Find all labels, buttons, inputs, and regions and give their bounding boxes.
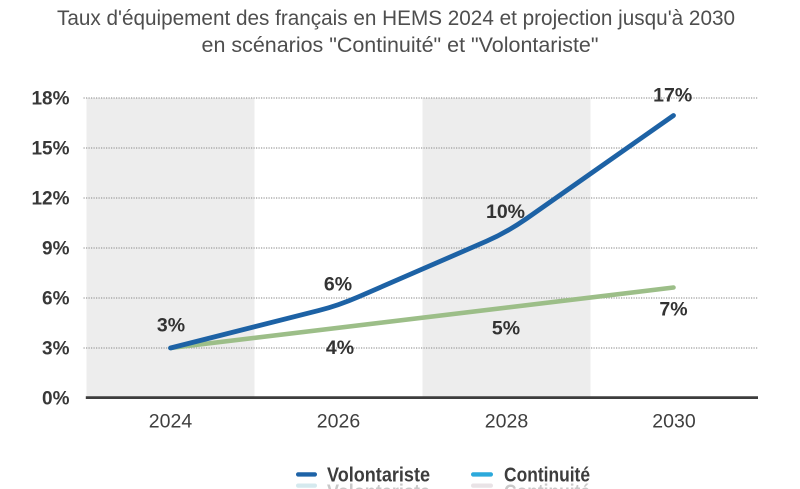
svg-text:17%: 17% (653, 85, 692, 107)
svg-text:2026: 2026 (317, 411, 360, 433)
svg-text:3%: 3% (157, 315, 185, 337)
svg-text:12%: 12% (31, 189, 69, 210)
svg-text:2028: 2028 (485, 411, 528, 433)
svg-text:3%: 3% (42, 339, 70, 360)
svg-text:4%: 4% (326, 337, 354, 359)
svg-text:0%: 0% (42, 389, 70, 410)
svg-text:2030: 2030 (652, 411, 696, 433)
svg-text:Continuité: Continuité (504, 481, 590, 489)
svg-text:Volontariste: Volontariste (327, 464, 430, 487)
svg-text:15%: 15% (31, 139, 69, 160)
svg-text:en scénarios "Continuité" et ": en scénarios "Continuité" et "Volontaris… (202, 34, 599, 57)
svg-text:Continuité: Continuité (504, 464, 590, 487)
svg-text:Volontariste: Volontariste (327, 481, 430, 489)
svg-text:6%: 6% (324, 274, 352, 296)
svg-text:10%: 10% (486, 201, 525, 223)
svg-text:18%: 18% (31, 89, 69, 110)
svg-text:Taux d'équipement des français: Taux d'équipement des français en HEMS 2… (57, 7, 735, 30)
svg-text:7%: 7% (659, 299, 687, 321)
svg-text:6%: 6% (42, 289, 70, 310)
svg-text:9%: 9% (42, 239, 70, 260)
svg-text:2024: 2024 (149, 411, 193, 433)
svg-text:5%: 5% (492, 318, 520, 340)
